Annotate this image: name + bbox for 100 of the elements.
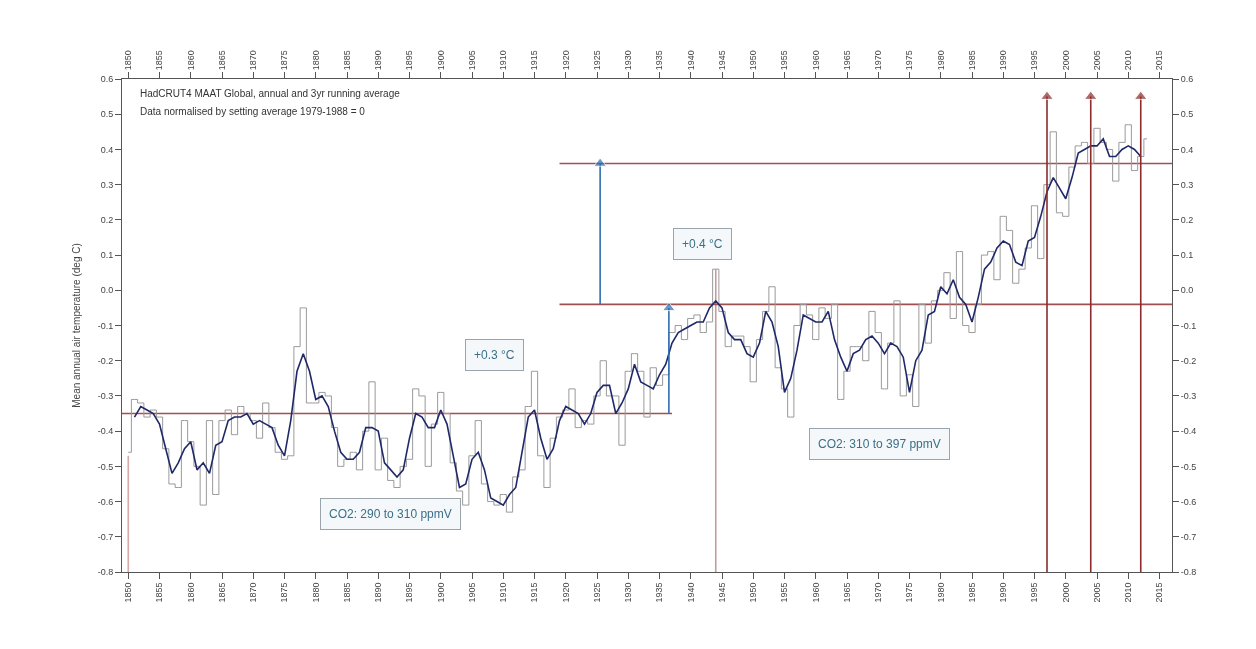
x2-tick-label: 1960	[810, 582, 821, 603]
y2-tick-label: 0.1	[1180, 250, 1194, 261]
y2-tick-label: -0.1	[1180, 320, 1197, 331]
x2-tick-label: 1985	[966, 582, 977, 603]
x2-tick-label: 2000	[1060, 582, 1071, 603]
annotation: CO2: 290 to 310 ppmV	[329, 507, 452, 521]
y2-tick-label: 0.0	[1180, 285, 1194, 296]
x-tick-label: 1855	[154, 50, 165, 71]
x-tick-label: 1885	[341, 50, 352, 71]
y2-tick-label: -0.8	[1180, 567, 1197, 578]
x-tick-label: 1940	[685, 50, 696, 71]
x2-tick-label: 1900	[435, 582, 446, 603]
x-tick-label: 2015	[1154, 50, 1165, 71]
x-tick-label: 1970	[873, 50, 884, 71]
y-axis-title: Mean annual air temperature (deg C)	[70, 243, 82, 408]
x-tick-label: 1975	[904, 50, 915, 71]
x2-tick-label: 1885	[341, 582, 352, 603]
x2-tick-label: 1895	[404, 582, 415, 603]
y-tick-label: -0.1	[97, 320, 114, 331]
x2-tick-label: 1890	[373, 582, 384, 603]
x-tick-label: 1985	[966, 50, 977, 71]
x-tick-label: 1930	[623, 50, 634, 71]
x2-tick-label: 1995	[1029, 582, 1040, 603]
y2-tick-label: -0.6	[1180, 496, 1197, 507]
x-tick-label: 1960	[810, 50, 821, 71]
x-tick-label: 1875	[279, 50, 290, 71]
y-tick-label: -0.3	[97, 391, 114, 402]
y-tick-label: 0.6	[100, 74, 114, 85]
x-tick-label: 1890	[373, 50, 384, 71]
x2-tick-label: 1905	[466, 582, 477, 603]
y-tick-label: 0.2	[100, 215, 114, 226]
y2-tick-label: -0.2	[1180, 355, 1197, 366]
y2-tick-label: 0.3	[1180, 179, 1194, 190]
x-tick-label: 1905	[466, 50, 477, 71]
x2-tick-label: 1870	[248, 582, 259, 603]
annotation: HadCRUT4 MAAT Global, annual and 3yr running average	[140, 88, 401, 99]
x2-tick-label: 1850	[123, 582, 134, 603]
x-tick-label: 2005	[1091, 50, 1102, 71]
x2-tick-label: 1990	[998, 582, 1009, 603]
y2-tick-label: -0.3	[1180, 391, 1197, 402]
y2-tick-label: -0.5	[1180, 461, 1197, 472]
x2-tick-label: 1910	[498, 582, 509, 603]
x-tick-label: 1880	[310, 50, 321, 71]
annotation: CO2: 310 to 397 ppmV	[818, 437, 941, 451]
x-tick-label: 1865	[216, 50, 227, 71]
y2-tick-label: 0.2	[1180, 215, 1194, 226]
x-tick-label: 1920	[560, 50, 571, 71]
y2-tick-label: 0.4	[1180, 144, 1194, 155]
x-tick-label: 2010	[1123, 50, 1134, 71]
x2-tick-label: 1955	[779, 582, 790, 603]
y2-tick-label: -0.4	[1180, 426, 1197, 437]
x-tick-label: 1850	[123, 50, 134, 71]
y-tick-label: 0.1	[100, 250, 114, 261]
x-tick-label: 1955	[779, 50, 790, 71]
x2-tick-label: 2010	[1123, 582, 1134, 603]
x2-tick-label: 1980	[935, 582, 946, 603]
annotation: +0.4 °C	[682, 237, 723, 251]
y-tick-label: -0.2	[97, 355, 114, 366]
x-tick-label: 1910	[498, 50, 509, 71]
x-tick-label: 1895	[404, 50, 415, 71]
x-tick-label: 1980	[935, 50, 946, 71]
x2-tick-label: 1915	[529, 582, 540, 603]
x2-tick-label: 1860	[185, 582, 196, 603]
x-tick-label: 1900	[435, 50, 446, 71]
y-tick-label: -0.8	[97, 567, 114, 578]
x-tick-label: 1925	[591, 50, 602, 71]
y2-tick-label: 0.5	[1180, 109, 1194, 120]
annotation: +0.3 °C	[474, 348, 515, 362]
y-tick-label: 0.0	[100, 285, 114, 296]
x-tick-label: 1870	[248, 50, 259, 71]
x2-tick-label: 1880	[310, 582, 321, 603]
x2-tick-label: 1920	[560, 582, 571, 603]
x2-tick-label: 1930	[623, 582, 634, 603]
x-tick-label: 1950	[748, 50, 759, 71]
x-tick-label: 1860	[185, 50, 196, 71]
y2-tick-label: -0.7	[1180, 531, 1197, 542]
x2-tick-label: 1875	[279, 582, 290, 603]
x2-tick-label: 2005	[1091, 582, 1102, 603]
x-tick-label: 1965	[841, 50, 852, 71]
annotation: Data normalised by setting average 1979-1988 = 0	[140, 106, 366, 117]
x2-tick-label: 1935	[654, 582, 665, 603]
y-tick-label: -0.4	[97, 426, 114, 437]
x2-tick-label: 1975	[904, 582, 915, 603]
y-tick-label: -0.6	[97, 496, 114, 507]
x2-tick-label: 1925	[591, 582, 602, 603]
x2-tick-label: 1865	[216, 582, 227, 603]
x2-tick-label: 2015	[1154, 582, 1165, 603]
x-tick-label: 1995	[1029, 50, 1040, 71]
x2-tick-label: 1940	[685, 582, 696, 603]
x-tick-label: 1990	[998, 50, 1009, 71]
y-tick-label: -0.5	[97, 461, 114, 472]
x-tick-label: 2000	[1060, 50, 1071, 71]
x2-tick-label: 1950	[748, 582, 759, 603]
y2-tick-label: 0.6	[1180, 74, 1194, 85]
y-tick-label: -0.7	[97, 531, 114, 542]
x2-tick-label: 1965	[841, 582, 852, 603]
y-tick-label: 0.5	[100, 109, 114, 120]
x2-tick-label: 1855	[154, 582, 165, 603]
x2-tick-label: 1970	[873, 582, 884, 603]
x-tick-label: 1945	[716, 50, 727, 71]
